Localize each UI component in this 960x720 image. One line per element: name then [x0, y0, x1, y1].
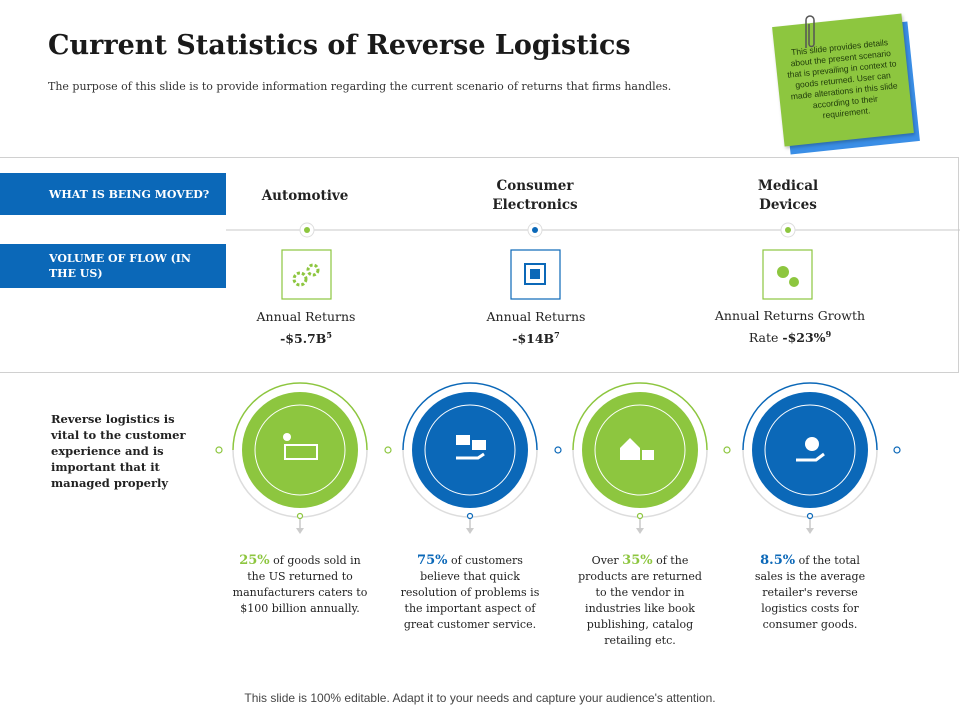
stat-value: -$5.7B — [280, 331, 327, 347]
row-label: VOLUME OF FLOW (IN THE US) — [0, 244, 226, 288]
column-heading: Automotive — [261, 188, 349, 204]
stat-label: Annual Returns — [486, 309, 586, 324]
icon-boxes — [281, 249, 813, 300]
stat-value: -$14B — [512, 331, 555, 347]
paperclip — [805, 15, 815, 48]
stat-text: 75% of customers believe that quick reso… — [400, 553, 540, 633]
stat-ref: 5 — [326, 330, 332, 340]
connectors — [215, 446, 901, 534]
stat-label: Annual Returns — [256, 309, 356, 324]
side-text: Reverse logistics is vital to the custom… — [51, 412, 186, 490]
column-heading: Medical Devices — [757, 178, 819, 213]
column-heading: Consumer Electronics — [492, 178, 578, 213]
stat-text: 25% of goods sold in the US returned to … — [230, 553, 370, 617]
row-label: WHAT IS BEING MOVED? — [0, 173, 226, 215]
column-dots — [299, 222, 796, 238]
stat-highlight: 25% — [239, 553, 270, 568]
footer: This slide is 100% editable. Adapt it to… — [244, 691, 716, 705]
circles — [232, 382, 878, 518]
stat-highlight: 8.5% — [760, 553, 796, 568]
stat-body: of the total sales is the average retail… — [754, 554, 866, 631]
stat-body: of goods sold in the US returned to manu… — [232, 554, 368, 615]
stat-highlight: 75% — [417, 553, 448, 568]
stat-label: Annual Returns Growth Rate — [714, 308, 866, 346]
stat-text: 8.5% of the total sales is the average r… — [745, 553, 875, 633]
stat-text: Over 35% of the products are returned to… — [575, 553, 705, 649]
column-stat: Annual Returns Growth Rate -$23%9 — [705, 306, 875, 347]
stat-body: of the products are returned to the vend… — [578, 554, 702, 647]
stat-highlight: 35% — [622, 553, 653, 568]
subtitle: The purpose of this slide is to provide … — [48, 80, 672, 93]
table-frame — [0, 157, 959, 373]
sticky-note: This slide provides details about the pr… — [772, 13, 920, 155]
column-stat: Annual Returns -$5.7B5 — [221, 307, 391, 348]
column-stat: Annual Returns -$14B7 — [451, 307, 621, 348]
stat-prefix: Over — [591, 554, 623, 567]
stat-body: of customers believe that quick resoluti… — [400, 554, 540, 631]
stat-ref: 7 — [554, 330, 560, 340]
stat-ref: 9 — [825, 329, 832, 339]
title: Current Statistics of Reverse Logistics — [48, 30, 631, 61]
stat-value: -$23% — [782, 330, 826, 346]
